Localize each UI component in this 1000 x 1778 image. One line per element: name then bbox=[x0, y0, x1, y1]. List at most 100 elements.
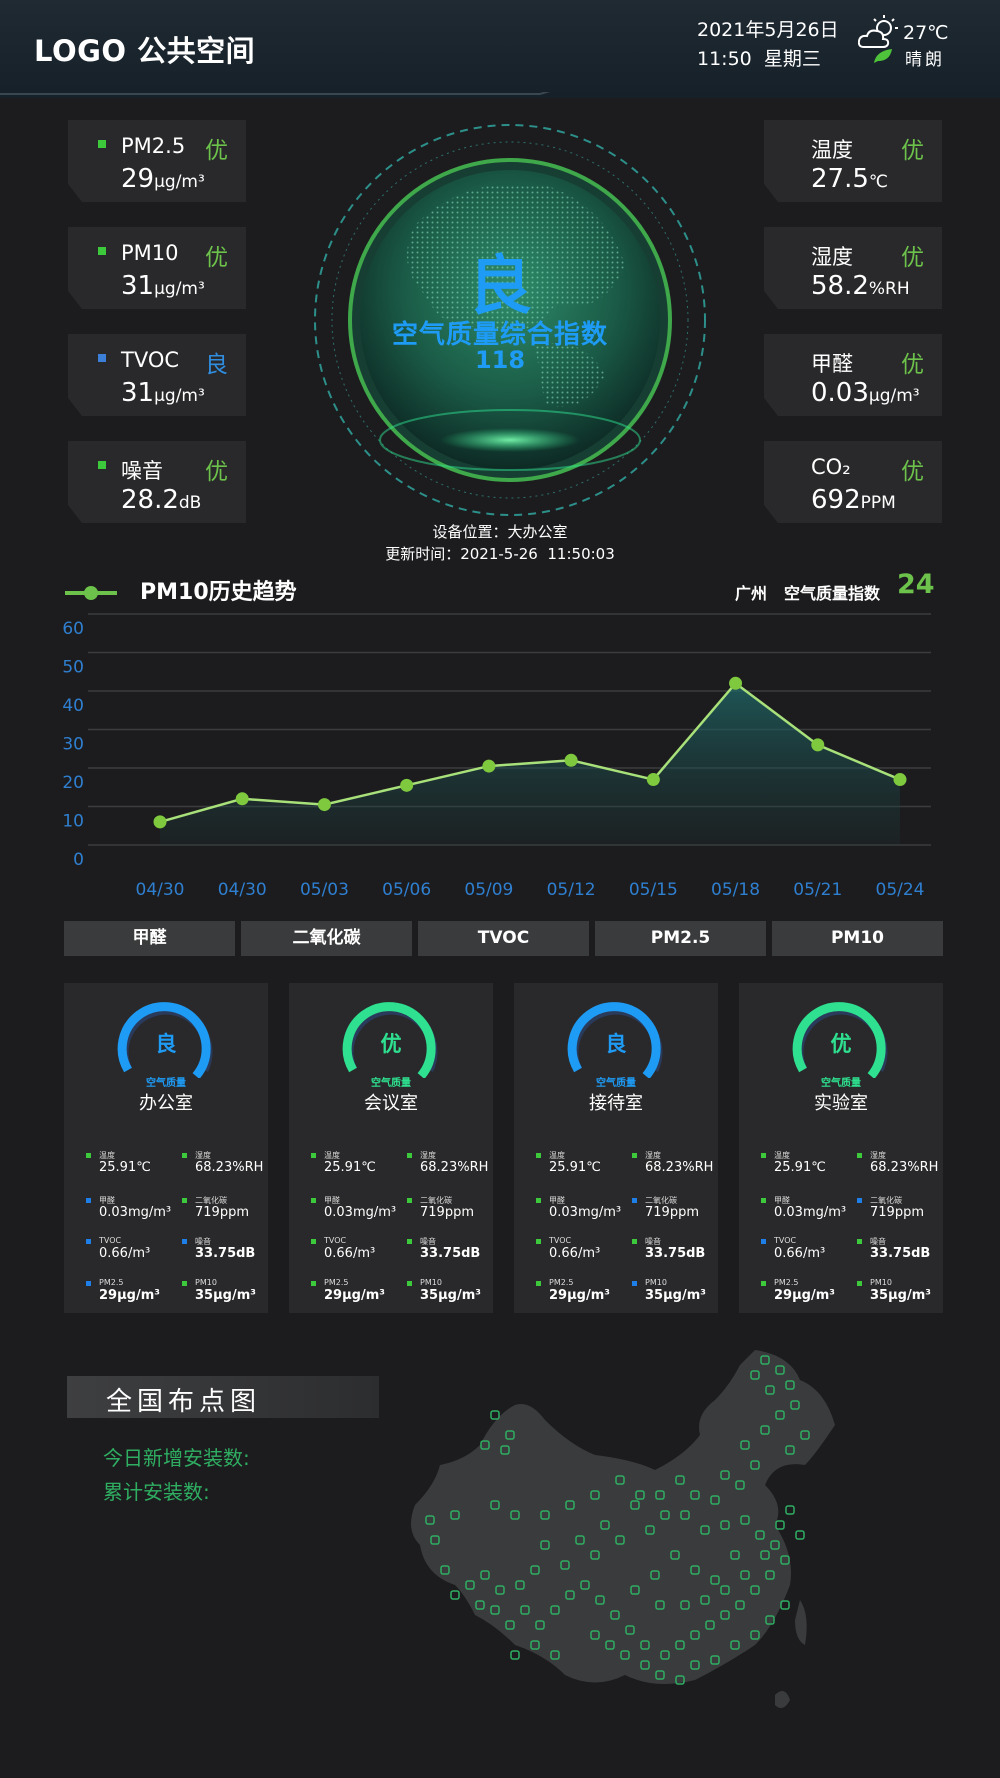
install-marker[interactable] bbox=[605, 1640, 615, 1650]
install-marker[interactable] bbox=[600, 1520, 610, 1530]
install-marker[interactable] bbox=[490, 1410, 500, 1420]
install-marker[interactable] bbox=[750, 1370, 760, 1380]
install-marker[interactable] bbox=[700, 1525, 710, 1535]
china-map[interactable] bbox=[395, 1345, 855, 1715]
install-marker[interactable] bbox=[740, 1515, 750, 1525]
install-marker[interactable] bbox=[580, 1580, 590, 1590]
install-marker[interactable] bbox=[520, 1605, 530, 1615]
room-card[interactable]: 优空气质量 会议室 温度 25.91℃ 湿度 68.23%RH 甲醛 0.03mg/m³ 二氧化… bbox=[289, 983, 493, 1313]
install-marker[interactable] bbox=[655, 1490, 665, 1500]
install-marker[interactable] bbox=[675, 1640, 685, 1650]
install-marker[interactable] bbox=[790, 1400, 800, 1410]
install-marker[interactable] bbox=[450, 1590, 460, 1600]
install-marker[interactable] bbox=[480, 1570, 490, 1580]
install-marker[interactable] bbox=[770, 1540, 780, 1550]
install-marker[interactable] bbox=[690, 1565, 700, 1575]
tab-tvoc[interactable]: TVOC bbox=[418, 921, 589, 956]
install-marker[interactable] bbox=[560, 1560, 570, 1570]
install-marker[interactable] bbox=[660, 1650, 670, 1660]
install-marker[interactable] bbox=[575, 1535, 585, 1545]
install-marker[interactable] bbox=[430, 1535, 440, 1545]
install-marker[interactable] bbox=[475, 1600, 485, 1610]
data-point[interactable] bbox=[153, 815, 167, 829]
install-marker[interactable] bbox=[450, 1510, 460, 1520]
install-marker[interactable] bbox=[720, 1585, 730, 1595]
install-marker[interactable] bbox=[615, 1535, 625, 1545]
install-marker[interactable] bbox=[630, 1585, 640, 1595]
install-marker[interactable] bbox=[595, 1595, 605, 1605]
install-marker[interactable] bbox=[740, 1570, 750, 1580]
install-marker[interactable] bbox=[550, 1605, 560, 1615]
install-marker[interactable] bbox=[690, 1630, 700, 1640]
install-marker[interactable] bbox=[675, 1675, 685, 1685]
install-marker[interactable] bbox=[700, 1595, 710, 1605]
install-marker[interactable] bbox=[705, 1620, 715, 1630]
install-marker[interactable] bbox=[765, 1385, 775, 1395]
install-marker[interactable] bbox=[540, 1510, 550, 1520]
install-marker[interactable] bbox=[730, 1550, 740, 1560]
tab-pm25[interactable]: PM2.5 bbox=[595, 921, 766, 956]
install-marker[interactable] bbox=[635, 1490, 645, 1500]
install-marker[interactable] bbox=[720, 1470, 730, 1480]
install-marker[interactable] bbox=[760, 1550, 770, 1560]
install-marker[interactable] bbox=[515, 1580, 525, 1590]
install-marker[interactable] bbox=[780, 1555, 790, 1565]
install-marker[interactable] bbox=[735, 1480, 745, 1490]
install-marker[interactable] bbox=[530, 1640, 540, 1650]
data-point[interactable] bbox=[317, 798, 331, 812]
install-marker[interactable] bbox=[590, 1550, 600, 1560]
install-marker[interactable] bbox=[795, 1530, 805, 1540]
install-marker[interactable] bbox=[680, 1600, 690, 1610]
install-marker[interactable] bbox=[625, 1625, 635, 1635]
install-marker[interactable] bbox=[720, 1520, 730, 1530]
install-marker[interactable] bbox=[720, 1610, 730, 1620]
data-point[interactable] bbox=[564, 753, 578, 767]
install-marker[interactable] bbox=[690, 1490, 700, 1500]
install-marker[interactable] bbox=[480, 1440, 490, 1450]
install-marker[interactable] bbox=[590, 1630, 600, 1640]
data-point[interactable] bbox=[646, 773, 660, 787]
install-marker[interactable] bbox=[505, 1430, 515, 1440]
install-marker[interactable] bbox=[565, 1500, 575, 1510]
install-marker[interactable] bbox=[785, 1505, 795, 1515]
install-marker[interactable] bbox=[740, 1440, 750, 1450]
install-marker[interactable] bbox=[645, 1525, 655, 1535]
install-marker[interactable] bbox=[760, 1355, 770, 1365]
install-marker[interactable] bbox=[710, 1575, 720, 1585]
install-marker[interactable] bbox=[610, 1610, 620, 1620]
install-marker[interactable] bbox=[440, 1565, 450, 1575]
install-marker[interactable] bbox=[640, 1640, 650, 1650]
install-marker[interactable] bbox=[750, 1585, 760, 1595]
data-point[interactable] bbox=[400, 778, 414, 792]
install-marker[interactable] bbox=[425, 1515, 435, 1525]
install-marker[interactable] bbox=[775, 1365, 785, 1375]
room-card[interactable]: 良空气质量 接待室 温度 25.91℃ 湿度 68.23%RH 甲醛 0.03mg/m³ 二氧化… bbox=[514, 983, 718, 1313]
data-point[interactable] bbox=[893, 773, 907, 787]
install-marker[interactable] bbox=[590, 1490, 600, 1500]
install-marker[interactable] bbox=[710, 1655, 720, 1665]
install-marker[interactable] bbox=[620, 1650, 630, 1660]
install-marker[interactable] bbox=[530, 1565, 540, 1575]
install-marker[interactable] bbox=[510, 1650, 520, 1660]
install-marker[interactable] bbox=[650, 1570, 660, 1580]
install-marker[interactable] bbox=[755, 1530, 765, 1540]
install-marker[interactable] bbox=[765, 1615, 775, 1625]
install-marker[interactable] bbox=[800, 1430, 810, 1440]
install-marker[interactable] bbox=[775, 1520, 785, 1530]
install-marker[interactable] bbox=[730, 1640, 740, 1650]
install-marker[interactable] bbox=[660, 1510, 670, 1520]
install-marker[interactable] bbox=[505, 1620, 515, 1630]
install-marker[interactable] bbox=[670, 1550, 680, 1560]
install-marker[interactable] bbox=[690, 1660, 700, 1670]
install-marker[interactable] bbox=[565, 1590, 575, 1600]
install-marker[interactable] bbox=[785, 1445, 795, 1455]
install-marker[interactable] bbox=[765, 1570, 775, 1580]
install-marker[interactable] bbox=[750, 1630, 760, 1640]
data-point[interactable] bbox=[482, 759, 496, 773]
install-marker[interactable] bbox=[760, 1425, 770, 1435]
install-marker[interactable] bbox=[495, 1585, 505, 1595]
install-marker[interactable] bbox=[655, 1600, 665, 1610]
install-marker[interactable] bbox=[540, 1540, 550, 1550]
data-point[interactable] bbox=[811, 738, 825, 752]
install-marker[interactable] bbox=[500, 1445, 510, 1455]
